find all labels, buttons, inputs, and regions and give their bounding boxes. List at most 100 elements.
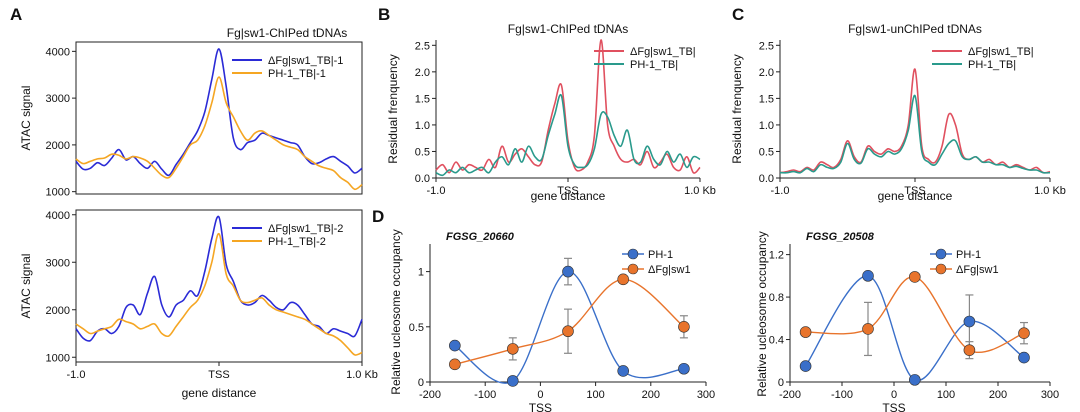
y-tick-label: 4000 xyxy=(46,210,70,222)
x-tick-label: 200 xyxy=(642,389,660,401)
x-tick-label: TSS xyxy=(904,185,925,197)
data-point xyxy=(506,375,519,387)
legend-swatch xyxy=(627,248,639,260)
x-tick-label: 0 xyxy=(537,389,543,401)
y-tick-label: 1.2 xyxy=(769,250,784,262)
legend-label: ΔFg|sw1 xyxy=(648,264,691,276)
chart-title: Fg|sw1-unChIPed tDNAs xyxy=(848,22,982,36)
y-tick-label: 0.0 xyxy=(759,173,774,185)
x-tick-label: -100 xyxy=(474,389,496,401)
data-point xyxy=(908,271,921,283)
x-tick-label: 100 xyxy=(937,389,955,401)
y-tick-label: 1000 xyxy=(46,352,70,364)
y-tick-label: 0.0 xyxy=(415,173,430,185)
chart-b: 0.0 0.5 1.0 1.5 2.0 2.5 -1.0 TSS 1.0 Kb Fg|sw1-Ch… xyxy=(386,22,716,203)
y-tick-label: 2.5 xyxy=(415,40,430,52)
legend-label: ΔFg|sw1_TB| xyxy=(630,46,696,58)
data-point xyxy=(617,273,630,286)
series-curve-0 xyxy=(805,275,1025,382)
y-tick-label: 2.5 xyxy=(759,40,774,52)
legend-swatch xyxy=(627,263,639,275)
plot-frame xyxy=(75,41,363,195)
series-line-1 xyxy=(75,232,363,356)
x-tick-label: -100 xyxy=(831,389,853,401)
x-tick-label: -1.0 xyxy=(67,369,86,381)
chart-a1: 1000 2000 3000 4000 Fg|sw1-ChIPed tDNAs ATAC … xyxy=(19,26,363,199)
data-point xyxy=(862,270,874,282)
legend-label: ΔFg|sw1_TB| xyxy=(968,46,1034,58)
chart-a2: 1000 2000 3000 4000 -1.0 TSS 1.0 Kb ATAC signal… xyxy=(19,209,378,400)
y-axis-label: Relative ucleosome occupancy xyxy=(389,229,403,394)
data-point xyxy=(678,362,690,375)
legend-label: ΔFg|sw1 xyxy=(956,264,999,276)
data-point xyxy=(908,374,921,386)
chart-d2: 0 0.4 0.8 1.2 -200 -100 0 100 200 300 Relative ucl… xyxy=(755,231,1059,412)
panel-letter-b: B xyxy=(378,5,390,24)
x-tick-label: 0 xyxy=(891,389,897,401)
x-axis-label: gene distance xyxy=(531,189,606,203)
x-tick-label: 200 xyxy=(989,389,1007,401)
chart-c: 0.0 0.5 1.0 1.5 2.0 2.5 -1.0 TSS 1.0 Kb Fg|sw1-un… xyxy=(730,22,1066,203)
series-line-1 xyxy=(435,93,701,177)
x-tick-label: -200 xyxy=(779,389,801,401)
legend-swatch xyxy=(935,248,947,260)
y-tick-label: 0 xyxy=(418,377,424,389)
y-tick-label: 1.5 xyxy=(415,93,430,105)
chart-title: Fg|sw1-ChIPed tDNAs xyxy=(508,22,629,36)
data-point xyxy=(1018,351,1030,364)
legend-label: ΔFg|sw1_TB|-2 xyxy=(268,223,343,235)
y-tick-label: 0.8 xyxy=(769,292,784,304)
y-tick-label: 0.5 xyxy=(409,322,424,334)
data-point xyxy=(678,320,690,333)
x-tick-label: -200 xyxy=(419,389,441,401)
legend-label: PH-1 xyxy=(956,249,981,261)
panel-letter-a: A xyxy=(10,5,22,24)
gene-label: FGSG_20508 xyxy=(806,231,875,243)
y-tick-label: 0 xyxy=(778,377,784,389)
y-tick-label: 3000 xyxy=(46,257,70,269)
data-point xyxy=(506,343,519,355)
data-point xyxy=(449,358,461,371)
legend-swatch xyxy=(935,263,947,275)
x-axis-label: gene distance xyxy=(182,386,257,400)
y-tick-label: 4000 xyxy=(46,46,70,58)
y-axis-label: ATAC signal xyxy=(19,86,33,151)
y-tick-label: 0.4 xyxy=(769,335,784,347)
series-curve-1 xyxy=(454,278,685,365)
series-line-1 xyxy=(75,76,363,191)
x-tick-label: 1.0 Kb xyxy=(1034,185,1066,197)
y-tick-label: 1000 xyxy=(46,187,70,199)
gene-label: FGSG_20660 xyxy=(446,231,515,243)
data-point xyxy=(963,315,976,328)
y-tick-label: 1.5 xyxy=(759,93,774,105)
y-axis-label: Residual frenquency xyxy=(386,54,400,163)
x-tick-label: 300 xyxy=(1041,389,1059,401)
panel-letter-d: D xyxy=(372,207,384,226)
series-line-1 xyxy=(779,94,1051,174)
data-point xyxy=(799,360,812,372)
x-tick-label: 1.0 Kb xyxy=(684,185,716,197)
y-tick-label: 3000 xyxy=(46,93,70,105)
data-point xyxy=(617,365,630,377)
legend-label: PH-1_TB|-1 xyxy=(268,68,326,80)
legend-label: PH-1_TB| xyxy=(968,59,1016,71)
data-point xyxy=(562,265,574,278)
x-tick-label: 100 xyxy=(586,389,604,401)
x-axis-label-tss: TSS xyxy=(529,401,552,412)
y-tick-label: 0.5 xyxy=(759,146,774,158)
y-tick-label: 2000 xyxy=(46,140,70,152)
y-tick-label: 2.0 xyxy=(415,67,430,79)
data-point xyxy=(449,339,461,352)
series-curve-1 xyxy=(805,276,1025,353)
x-tick-label: 300 xyxy=(697,389,715,401)
x-tick-label: 1.0 Kb xyxy=(346,369,378,381)
panel-letter-c: C xyxy=(732,5,744,24)
data-point xyxy=(862,323,874,335)
legend-label: PH-1_TB|-2 xyxy=(268,236,326,248)
chart-title: Fg|sw1-ChIPed tDNAs xyxy=(227,26,348,40)
data-point xyxy=(799,326,812,338)
y-tick-label: 0.5 xyxy=(415,146,430,158)
legend-label: PH-1 xyxy=(648,249,673,261)
